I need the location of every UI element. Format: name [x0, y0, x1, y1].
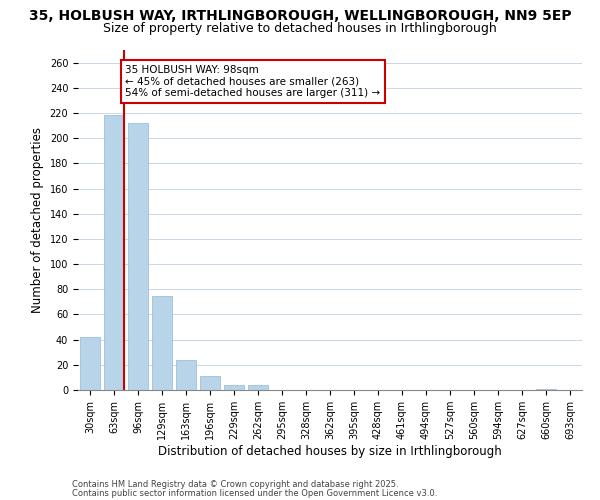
Bar	[80, 337, 100, 390]
Text: Contains HM Land Registry data © Crown copyright and database right 2025.: Contains HM Land Registry data © Crown c…	[72, 480, 398, 489]
Bar	[152, 296, 172, 390]
Bar	[248, 385, 268, 390]
Bar	[128, 123, 148, 390]
Text: Size of property relative to detached houses in Irthlingborough: Size of property relative to detached ho…	[103, 22, 497, 35]
Y-axis label: Number of detached properties: Number of detached properties	[31, 127, 44, 313]
Bar	[200, 376, 220, 390]
Text: Contains public sector information licensed under the Open Government Licence v3: Contains public sector information licen…	[72, 488, 437, 498]
Text: 35, HOLBUSH WAY, IRTHLINGBOROUGH, WELLINGBOROUGH, NN9 5EP: 35, HOLBUSH WAY, IRTHLINGBOROUGH, WELLIN…	[29, 9, 571, 23]
Bar	[176, 360, 196, 390]
Bar	[224, 385, 244, 390]
Text: 35 HOLBUSH WAY: 98sqm
← 45% of detached houses are smaller (263)
54% of semi-det: 35 HOLBUSH WAY: 98sqm ← 45% of detached …	[125, 65, 380, 98]
Bar	[104, 116, 124, 390]
X-axis label: Distribution of detached houses by size in Irthlingborough: Distribution of detached houses by size …	[158, 445, 502, 458]
Bar	[536, 388, 556, 390]
